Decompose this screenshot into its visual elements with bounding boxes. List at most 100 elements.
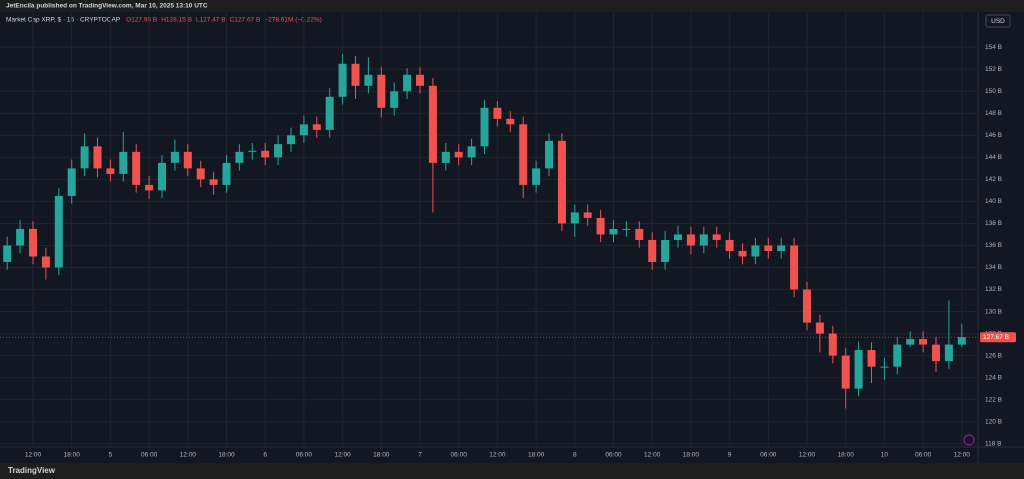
candle-body (299, 124, 308, 136)
candle-body (699, 234, 708, 246)
y-tick-label: 132 B (985, 286, 1002, 293)
x-tick-label: 6 (263, 452, 267, 459)
candle-body (403, 74, 412, 92)
currency[interactable]: USD (991, 18, 1005, 25)
candle-body (132, 151, 141, 185)
y-tick-label: 148 B (985, 110, 1002, 117)
candle-body (16, 228, 25, 246)
x-tick-label: 18:00 (838, 452, 855, 459)
candle-body (3, 245, 12, 262)
candle-body (880, 366, 889, 368)
candle-body (815, 322, 824, 334)
candle-body (674, 234, 682, 240)
ohlc-value: H128.15 B (161, 17, 192, 24)
ohlc-value: L127.47 B (196, 17, 226, 24)
candle-body (725, 239, 734, 251)
currency-button[interactable] (985, 14, 1011, 28)
candle-body (261, 150, 270, 158)
candle-body (661, 239, 670, 262)
candle-body (80, 146, 89, 169)
x-tick-label: 18:00 (373, 452, 390, 459)
y-tick-label: 118 B (985, 440, 1002, 447)
y-tick-label: 122 B (985, 396, 1002, 403)
y-tick-label: 126 B (985, 352, 1002, 359)
publisher: JetEncila published on TradingView.com, … (6, 3, 208, 10)
candle-body (29, 228, 37, 257)
ohlc-value: −278.61M (−0.22%) (264, 17, 321, 24)
candle-body (635, 228, 644, 240)
y-tick-label: 152 B (985, 66, 1002, 73)
brand: TradingView (8, 466, 56, 475)
candle-body (648, 239, 657, 262)
candle-body (506, 118, 515, 125)
candle-body (867, 350, 876, 367)
chart-panel (0, 12, 1024, 463)
candle-body (287, 135, 295, 145)
candle-body (532, 168, 541, 185)
candle-body (235, 151, 244, 163)
candle-body (777, 245, 786, 251)
y-tick-label: 154 B (985, 44, 1002, 51)
candle-body (454, 151, 463, 158)
candle-body (441, 151, 450, 163)
candle-body (119, 151, 128, 174)
x-tick-label: 9 (728, 452, 732, 459)
candle-body (596, 217, 605, 235)
x-tick-label: 18:00 (528, 452, 545, 459)
candle-body (209, 179, 218, 185)
candle-body (751, 245, 760, 257)
candle-body (248, 150, 257, 152)
ohlc-value: O127.95 B (126, 17, 157, 24)
candle-body (93, 146, 102, 169)
symbol: Market Cap XRP, $ · 15 · CRYPTOCAP (6, 17, 120, 24)
candle-body (222, 162, 231, 185)
candle-body (545, 140, 553, 169)
candle-body (428, 85, 437, 163)
x-tick-label: 12:00 (954, 452, 971, 459)
x-tick-label: 12:00 (180, 452, 197, 459)
candle-body (957, 337, 966, 345)
candle-body (325, 96, 334, 130)
ohlc-value: C127.67 B (230, 17, 261, 24)
candle-body (919, 339, 928, 345)
event-icon[interactable] (963, 434, 975, 446)
candle-body (557, 140, 566, 224)
candle-body (932, 344, 940, 362)
candle-body (738, 250, 747, 257)
candle-body (828, 333, 837, 356)
last-price-tag (980, 332, 1016, 343)
y-tick-label: 134 B (985, 264, 1002, 271)
x-tick-label: 18:00 (64, 452, 81, 459)
candle-body (764, 245, 773, 251)
y-tick-label: 130 B (985, 308, 1002, 315)
candle-body (274, 144, 283, 158)
x-tick-label: 12:00 (334, 452, 351, 459)
y-tick-label: 144 B (985, 154, 1002, 161)
y-tick-label: 120 B (985, 418, 1002, 425)
x-tick-label: 12:00 (25, 452, 42, 459)
candle-body (622, 228, 631, 230)
candle-body (803, 289, 811, 323)
x-tick-label: 12:00 (489, 452, 506, 459)
x-tick-label: 18:00 (218, 452, 235, 459)
candle-body (493, 107, 502, 119)
legend: Market Cap XRP, $ · 15 · CRYPTOCAP (6, 17, 120, 24)
x-tick-label: 12:00 (644, 452, 661, 459)
candle-body (712, 234, 721, 240)
x-tick-label: 5 (109, 452, 113, 459)
candle-body (158, 162, 166, 191)
candle-body (906, 339, 915, 345)
x-tick-label: 06:00 (760, 452, 777, 459)
candle-body (519, 124, 528, 185)
candle-body (106, 168, 115, 174)
candle-body (790, 245, 799, 290)
y-tick-label: 136 B (985, 242, 1002, 249)
candle-body (41, 256, 50, 268)
candle-body (570, 212, 579, 224)
candle-body (854, 350, 863, 389)
x-tick-label: 06:00 (451, 452, 468, 459)
candle-body (583, 212, 592, 218)
x-tick-label: 7 (418, 452, 422, 459)
candle-body (609, 228, 618, 235)
last-price-label: 127.67 B (983, 334, 1009, 341)
